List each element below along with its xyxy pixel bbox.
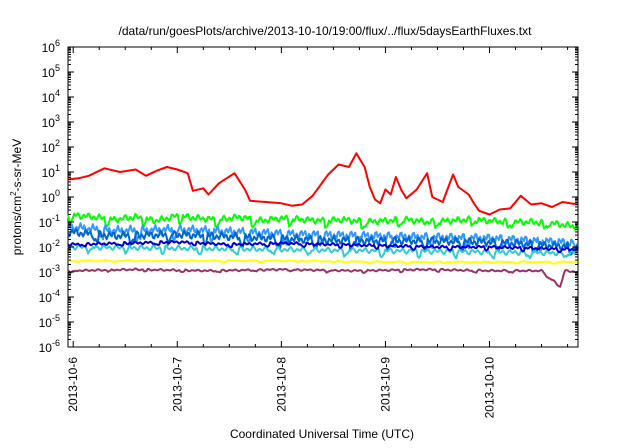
series-layer [67,152,579,288]
y-tick-label-exp: 6 [55,38,60,48]
y-tick-label-exp: 1 [55,163,60,173]
y-tick-label-exp: -6 [52,338,60,348]
y-tick-label: 10-5 [39,313,60,330]
y-tick-label: 102 [42,138,60,155]
y-tick-label: 10-3 [39,263,60,280]
y-tick-label-exp: 5 [55,63,60,73]
x-tick-label: 2013-10-9 [378,357,392,412]
series-line-1 [67,152,579,216]
y-tick-label-base: 10 [42,41,56,55]
y-tick-label: 104 [42,88,60,105]
x-axis-label: Coordinated Universal Time (UTC) [230,427,414,441]
y-tick-label-base: 10 [39,341,53,355]
x-axis: 2013-10-6 2013-10-7 2013-10-8 2013-10-9 2013… [66,47,569,419]
y-tick-label-base: 10 [42,116,56,130]
plot-area: 10610510410310210110010-110-210-310-410-… [39,38,579,419]
y-tick-label-base: 10 [39,266,53,280]
y-tick-label-exp: -1 [52,213,60,223]
y-tick-label-base: 10 [42,66,56,80]
series-line-8 [67,267,579,288]
x-tick-label: 2013-10-6 [66,357,80,412]
series-line-7 [67,259,578,265]
y-tick-label-base: 10 [42,166,56,180]
y-tick-label: 100 [42,188,60,205]
y-tick-label: 105 [42,63,60,80]
y-tick-label-exp: -4 [52,288,60,298]
y-tick-label-base: 10 [39,216,53,230]
y-tick-label-exp: -2 [52,238,60,248]
y-axis-label-base: protons/cm [10,196,24,255]
y-tick-label: 101 [42,163,60,180]
y-tick-label: 10-6 [39,338,60,355]
y-tick-label-exp: 3 [55,113,60,123]
y-tick-label: 10-4 [39,288,60,305]
x-tick-label: 2013-10-10 [483,357,497,419]
x-tick-label: 2013-10-7 [170,357,184,412]
series-line-2 [67,212,579,231]
y-tick-label-base: 10 [39,241,53,255]
y-tick-label-base: 10 [39,316,53,330]
y-tick-label-exp: 2 [55,138,60,148]
y-tick-label: 106 [42,38,60,55]
series-line-5 [67,244,579,260]
y-tick-label-base: 10 [42,191,56,205]
y-tick-label: 10-1 [39,213,60,230]
y-axis-label-rest: -s-sr-MeV [10,139,24,192]
y-tick-label-exp: 0 [55,188,60,198]
y-tick-label-base: 10 [42,141,56,155]
y-axis-label-sup: 2 [9,191,18,196]
series-line-6 [67,239,579,254]
chart-title: /data/run/goesPlots/archive/2013-10-10/1… [119,24,533,38]
series-line-4 [67,228,579,256]
y-tick-label-base: 10 [42,91,56,105]
y-tick-label-exp: -3 [52,263,60,273]
y-tick-label: 103 [42,113,60,130]
y-axis: 10610510410310210110010-110-210-310-410-… [39,38,578,355]
y-tick-label-exp: -5 [52,313,60,323]
y-tick-label-base: 10 [39,291,53,305]
y-tick-label: 10-2 [39,238,60,255]
y-tick-label-exp: 4 [55,88,60,98]
plot-frame [67,46,579,348]
y-axis-label: protons/cm2-s-sr-MeV [9,139,24,255]
x-tick-label: 2013-10-8 [274,357,288,412]
